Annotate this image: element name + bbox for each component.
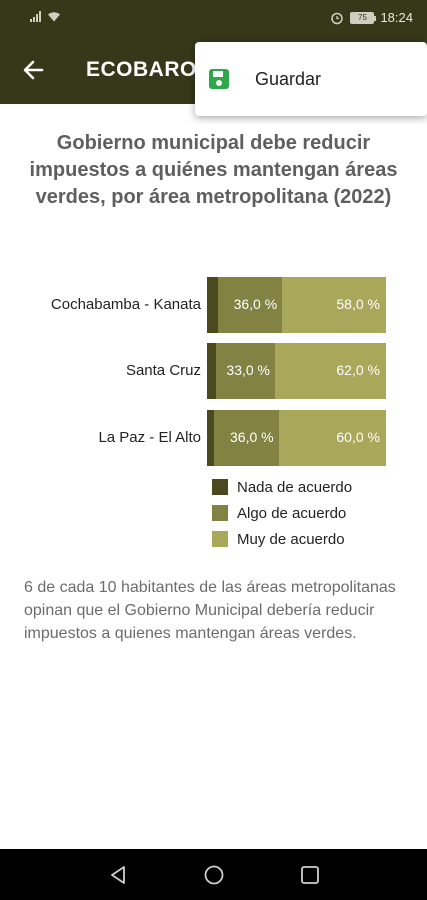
legend-label: Nada de acuerdo bbox=[237, 479, 352, 496]
recents-square-icon[interactable] bbox=[298, 863, 322, 887]
legend-item: Algo de acuerdo bbox=[212, 500, 352, 526]
menu-item-label: Guardar bbox=[255, 69, 321, 90]
bar-segment bbox=[207, 343, 216, 399]
bar-segment: 58,0 % bbox=[282, 277, 386, 333]
bar-category-label: La Paz - El Alto bbox=[98, 429, 201, 446]
bar-category-label: Santa Cruz bbox=[126, 362, 201, 379]
bar-segment: 36,0 % bbox=[214, 410, 278, 466]
navigation-bar bbox=[0, 849, 427, 900]
legend-swatch bbox=[212, 479, 228, 495]
bar-segment: 62,0 % bbox=[275, 343, 386, 399]
bar-value-label: 36,0 % bbox=[230, 429, 274, 445]
bar-segment: 60,0 % bbox=[279, 410, 386, 466]
status-left bbox=[30, 11, 61, 22]
bar-row: 33,0 % 62,0 % bbox=[207, 343, 386, 399]
stacked-bar-chart: Cochabamba - Kanata 36,0 % 58,0 % Santa Cru… bbox=[0, 270, 427, 470]
legend-swatch bbox=[212, 505, 228, 521]
alarm-icon bbox=[330, 11, 344, 25]
save-icon bbox=[207, 67, 231, 91]
status-bar: 75 18:24 bbox=[0, 0, 427, 36]
legend-label: Muy de acuerdo bbox=[237, 531, 345, 548]
bar-category-label: Cochabamba - Kanata bbox=[51, 296, 201, 313]
bar-value-label: 60,0 % bbox=[336, 429, 380, 445]
chart-legend: Nada de acuerdo Algo de acuerdo Muy de acu… bbox=[212, 474, 352, 552]
signal-icon bbox=[30, 11, 41, 22]
back-triangle-icon[interactable] bbox=[106, 863, 130, 887]
bar-segment: 33,0 % bbox=[216, 343, 275, 399]
wifi-icon bbox=[47, 11, 61, 22]
bar-segment bbox=[207, 277, 218, 333]
bar-value-label: 62,0 % bbox=[336, 362, 380, 378]
bar-segment: 36,0 % bbox=[218, 277, 282, 333]
status-time: 18:24 bbox=[380, 10, 413, 25]
legend-label: Algo de acuerdo bbox=[237, 505, 346, 522]
bar-value-label: 58,0 % bbox=[336, 296, 380, 312]
status-right: 75 18:24 bbox=[330, 10, 413, 25]
menu-item-guardar[interactable]: Guardar bbox=[195, 42, 427, 116]
bar-row: 36,0 % 58,0 % bbox=[207, 277, 386, 333]
summary-text: 6 de cada 10 habitantes de las áreas met… bbox=[24, 576, 404, 645]
bar-segment bbox=[207, 410, 214, 466]
legend-item: Muy de acuerdo bbox=[212, 526, 352, 552]
legend-item: Nada de acuerdo bbox=[212, 474, 352, 500]
home-circle-icon[interactable] bbox=[202, 863, 226, 887]
legend-swatch bbox=[212, 531, 228, 547]
arrow-left-icon[interactable] bbox=[20, 56, 48, 84]
chart-title: Gobierno municipal debe reducir impuesto… bbox=[20, 130, 407, 211]
bar-value-label: 36,0 % bbox=[234, 296, 278, 312]
bar-value-label: 33,0 % bbox=[226, 362, 270, 378]
bar-row: 36,0 % 60,0 % bbox=[207, 410, 386, 466]
battery-icon: 75 bbox=[350, 12, 374, 24]
